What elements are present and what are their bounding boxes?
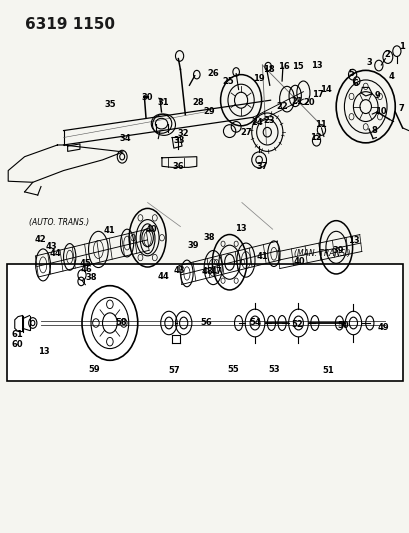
Text: 28: 28: [192, 98, 204, 107]
Text: 30: 30: [141, 93, 152, 101]
Text: 14: 14: [320, 85, 331, 94]
Text: 58: 58: [115, 319, 127, 327]
Text: 13: 13: [311, 61, 322, 69]
Text: 55: 55: [227, 366, 238, 374]
Text: 42: 42: [34, 236, 46, 244]
Text: 52: 52: [290, 320, 302, 328]
Text: 25: 25: [222, 77, 233, 85]
Text: 43: 43: [46, 242, 57, 251]
Text: 13: 13: [347, 237, 358, 245]
Text: 27: 27: [240, 128, 251, 136]
Text: 6319 1150: 6319 1150: [25, 17, 115, 32]
Text: (AUTO. TRANS.): (AUTO. TRANS.): [29, 219, 89, 227]
Text: 22: 22: [276, 102, 287, 111]
Text: 13: 13: [235, 224, 246, 232]
Text: 40: 40: [293, 257, 304, 265]
Text: 40: 40: [146, 225, 157, 233]
Text: 41: 41: [256, 253, 267, 261]
Text: 24: 24: [251, 118, 263, 127]
Text: 6: 6: [352, 79, 358, 87]
Text: 19: 19: [253, 75, 264, 83]
Text: 17: 17: [312, 91, 323, 99]
Text: 44: 44: [50, 249, 61, 258]
Text: 21: 21: [290, 97, 302, 106]
Text: 5: 5: [348, 69, 354, 78]
Text: 38: 38: [203, 233, 214, 242]
Text: 46: 46: [80, 265, 92, 273]
Text: 48: 48: [201, 268, 213, 276]
Text: 61: 61: [11, 330, 23, 339]
Text: 26: 26: [207, 69, 218, 78]
Text: 37: 37: [256, 162, 267, 171]
Text: 57: 57: [168, 367, 179, 375]
Text: 4: 4: [387, 72, 393, 81]
Text: 10: 10: [375, 108, 386, 116]
Text: 8: 8: [370, 126, 376, 134]
Text: 39: 39: [331, 246, 343, 255]
Text: 59: 59: [88, 366, 100, 374]
Text: 9: 9: [373, 92, 379, 100]
Text: 20: 20: [303, 98, 314, 107]
Text: 60: 60: [11, 340, 23, 349]
Text: 1: 1: [398, 43, 404, 51]
Text: 47: 47: [210, 268, 222, 276]
Text: 38: 38: [85, 273, 97, 281]
Text: 12: 12: [309, 133, 321, 142]
Text: 49: 49: [376, 324, 388, 332]
Text: 44: 44: [157, 272, 169, 280]
Text: 15: 15: [291, 62, 303, 70]
Text: (MAN. TRANS.): (MAN. TRANS.): [294, 249, 350, 258]
Text: 11: 11: [314, 120, 326, 129]
Text: 16: 16: [277, 62, 289, 70]
Text: 29: 29: [203, 108, 214, 116]
Text: 18: 18: [262, 65, 274, 74]
Text: 7: 7: [397, 104, 403, 113]
Text: 34: 34: [119, 134, 131, 143]
Text: 2: 2: [383, 50, 389, 59]
Text: 56: 56: [200, 319, 212, 327]
Text: 3: 3: [365, 59, 371, 67]
Text: 39: 39: [187, 241, 199, 249]
Text: 31: 31: [157, 98, 169, 107]
Text: 51: 51: [321, 367, 333, 375]
Text: 33: 33: [173, 136, 184, 145]
Text: 53: 53: [267, 366, 279, 374]
Text: 45: 45: [79, 259, 91, 268]
Text: 43: 43: [173, 266, 185, 275]
Bar: [7, 264, 402, 381]
Text: 32: 32: [178, 129, 189, 138]
Text: 35: 35: [104, 100, 115, 109]
Text: 13: 13: [38, 348, 50, 356]
Text: 36: 36: [172, 162, 183, 171]
Text: 54: 54: [249, 319, 260, 327]
Text: 41: 41: [104, 226, 115, 235]
Text: 50: 50: [336, 321, 348, 329]
Text: 23: 23: [263, 116, 274, 125]
